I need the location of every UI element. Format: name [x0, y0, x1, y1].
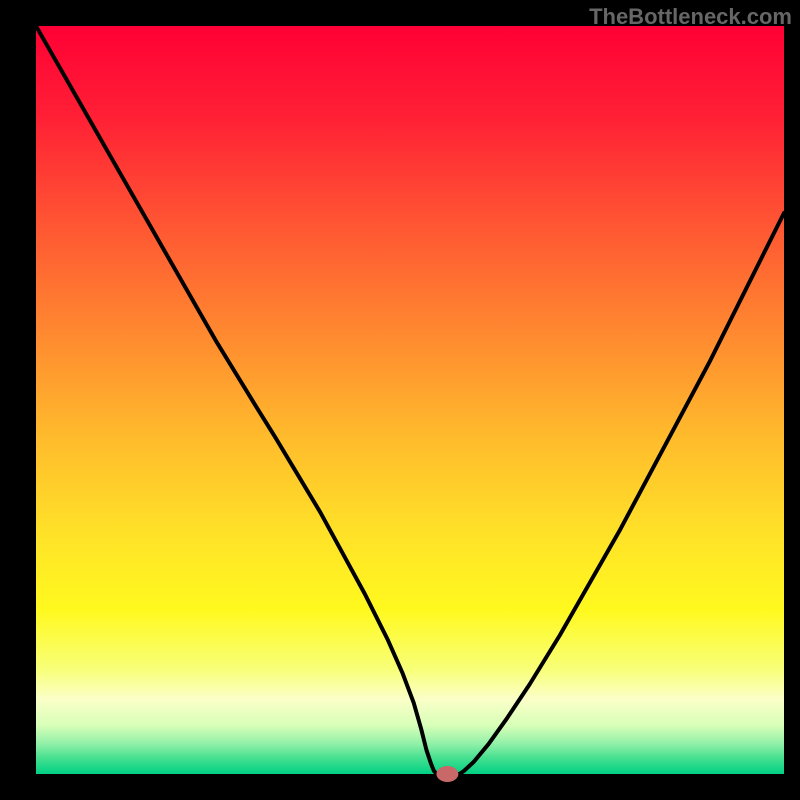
watermark-text: TheBottleneck.com — [589, 4, 792, 30]
chart-background — [36, 26, 784, 774]
optimum-marker — [436, 766, 458, 782]
bottleneck-chart — [0, 0, 800, 800]
